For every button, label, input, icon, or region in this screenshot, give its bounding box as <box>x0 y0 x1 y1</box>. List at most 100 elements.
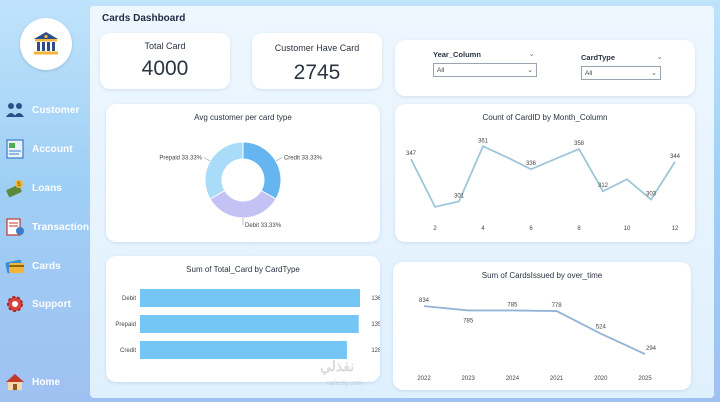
sidebar-item-cards[interactable]: Cards <box>4 255 90 277</box>
slice-label: Prepaid 33.33% <box>159 156 202 162</box>
page-title: Cards Dashboard <box>102 13 186 24</box>
data-label: 778 <box>552 303 563 309</box>
donut-chart: Credit 33.33% Debit 33.33% Prepaid 33.33% <box>159 141 323 229</box>
data-label: 344 <box>670 154 681 160</box>
data-label: 785 <box>463 318 474 324</box>
chart-title: Sum of Total_Card by CardType <box>186 265 300 274</box>
monthly-line-chart: 347 301 361 336 358 312 303 344 2 4 6 8 10 12 <box>406 138 681 232</box>
slicer-title: Year_Column <box>433 50 481 59</box>
data-label: 1363 <box>371 296 380 302</box>
sidebar-item-account[interactable]: Account <box>4 138 90 160</box>
year-slicer[interactable]: Year_Column ⌄ All ⌄ <box>433 49 537 77</box>
data-label: 834 <box>419 298 430 304</box>
dashboard-canvas: Cards Dashboard Total Card 4000 Customer… <box>90 6 714 398</box>
cards-issued-line-chart: 834 785 785 778 524 294 2022 2023 2024 2021 2020 20… <box>417 298 657 382</box>
y-tick-label: Credit <box>120 348 136 354</box>
dropdown-value: All <box>437 67 445 74</box>
dropdown-value: All <box>585 70 593 77</box>
x-tick-label: 4 <box>481 226 485 232</box>
x-tick-label: 2025 <box>638 376 652 382</box>
bar <box>140 289 360 307</box>
bank-icon <box>34 32 58 55</box>
sidebar-item-support[interactable]: Support <box>4 293 90 315</box>
year-dropdown[interactable]: All ⌄ <box>433 63 537 77</box>
bar <box>140 341 347 359</box>
x-tick-label: 12 <box>672 226 679 232</box>
users-icon <box>4 99 26 121</box>
svg-text:$: $ <box>17 182 21 188</box>
sidebar-item-label: Customer <box>32 104 80 116</box>
data-label: 1282 <box>371 348 380 354</box>
sidebar-item-customer[interactable]: Customer <box>4 99 90 121</box>
data-label: 524 <box>596 325 607 331</box>
sidebar-item-home[interactable]: Home <box>4 371 90 393</box>
sidebar-item-label: Account <box>32 143 73 155</box>
support-gear-icon <box>4 293 26 315</box>
sidebar-item-label: Support <box>32 298 72 310</box>
chart-title: Avg customer per card type <box>194 113 292 122</box>
x-tick-label: 2023 <box>462 376 476 382</box>
sidebar-item-loans[interactable]: $ Loans <box>4 177 90 199</box>
x-tick-label: 2 <box>433 226 437 232</box>
kpi-customer-have-card: Customer Have Card 2745 <box>252 33 382 89</box>
x-tick-label: 10 <box>624 226 631 232</box>
sidebar: Customer Account $ Loans <box>0 0 90 402</box>
chart-title: Sum of CardsIssued by over_time <box>481 271 603 280</box>
series-line <box>410 145 676 208</box>
data-label: 358 <box>574 141 585 147</box>
data-label: 294 <box>646 346 657 352</box>
slice-leader-line <box>275 157 283 162</box>
x-tick-label: 2024 <box>506 376 520 382</box>
data-label: 301 <box>454 193 465 199</box>
sidebar-item-transaction[interactable]: Transaction <box>4 216 90 238</box>
data-label: 785 <box>507 302 518 308</box>
data-label: 303 <box>646 191 657 197</box>
slicer-title: CardType <box>581 53 616 62</box>
donut-slice <box>209 189 277 219</box>
slicer-panel: Year_Column ⌄ All ⌄ CardType ⌄ All ⌄ <box>395 40 695 96</box>
dropdown-arrow-icon: ⌄ <box>651 70 657 77</box>
data-label: 361 <box>478 138 489 144</box>
donut-slice <box>204 141 244 200</box>
loans-icon: $ <box>4 177 26 199</box>
data-label: 336 <box>526 161 537 167</box>
transaction-icon <box>4 216 26 238</box>
x-tick-label: 2020 <box>594 376 608 382</box>
sidebar-item-label: Home <box>32 376 61 388</box>
kpi-total-card: Total Card 4000 <box>100 33 230 89</box>
sidebar-item-label: Loans <box>32 182 62 194</box>
sidebar-item-label: Cards <box>32 260 61 272</box>
x-tick-label: 2021 <box>550 376 564 382</box>
data-label: 312 <box>598 183 609 189</box>
x-tick-label: 8 <box>577 226 581 232</box>
kpi-label: Total Card <box>144 41 186 51</box>
bank-logo[interactable] <box>20 18 72 70</box>
kpi-label: Customer Have Card <box>274 43 360 53</box>
slice-label: Credit 33.33% <box>284 156 323 162</box>
bar <box>140 315 359 333</box>
cardtype-slicer[interactable]: CardType ⌄ All ⌄ <box>581 52 663 80</box>
cards-issued-chart-card: Sum of CardsIssued by over_time 834 785 78… <box>393 262 691 390</box>
bar-chart-card: Sum of Total_Card by CardType Debit 1363 P… <box>106 256 380 382</box>
x-tick-label: 6 <box>529 226 533 232</box>
slice-leader-line <box>203 157 211 162</box>
bar-chart: Debit 1363 Prepaid 1355 Credit 1282 <box>115 289 380 359</box>
y-tick-label: Prepaid <box>115 322 136 328</box>
credit-card-icon <box>4 255 26 277</box>
data-label: 1355 <box>371 322 380 328</box>
watermark-url: nafezly.com <box>326 380 363 387</box>
watermark: نفذلي <box>320 358 355 374</box>
y-tick-label: Debit <box>122 296 136 302</box>
donut-chart-card: Avg customer per card type Credit 33.33%… <box>106 104 380 242</box>
slice-label: Debit 33.33% <box>245 223 282 229</box>
kpi-value: 2745 <box>293 61 341 84</box>
kpi-value: 4000 <box>141 57 189 80</box>
dropdown-arrow-icon: ⌄ <box>527 67 533 74</box>
sidebar-item-label: Transaction <box>32 221 90 233</box>
home-icon <box>4 371 26 393</box>
chevron-down-icon[interactable]: ⌄ <box>656 52 663 61</box>
chevron-down-icon[interactable]: ⌄ <box>528 49 535 58</box>
data-label: 347 <box>406 151 417 157</box>
cardtype-dropdown[interactable]: All ⌄ <box>581 66 661 80</box>
chart-title: Count of CardID by Month_Column <box>482 113 608 122</box>
